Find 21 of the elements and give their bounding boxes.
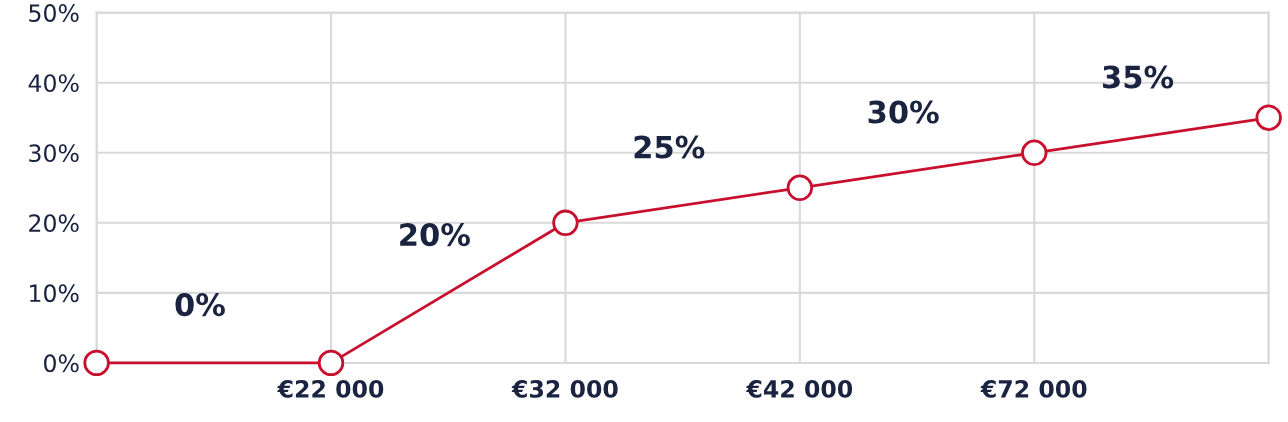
y-tick-label: 0% [44,354,79,373]
annotation: 0% [175,293,225,317]
x-tick-label: €42 000 [746,380,853,398]
y-tick-label: 40% [28,74,79,93]
x-tick-label: €32 000 [511,380,618,398]
y-tick-label: 30% [29,144,79,163]
x-tick-label: €72 000 [980,380,1087,398]
point [83,349,110,377]
annotation: 20% [400,223,470,247]
y-tick-label: 20% [29,214,79,233]
point [552,209,579,237]
annotation: 25% [634,135,705,159]
point [317,349,345,377]
point [786,174,814,201]
point [1255,104,1282,131]
y-tick-label: 10% [30,284,79,303]
x-tick-label: €22 000 [277,380,384,398]
annotation: 30% [868,100,939,124]
annotation: 35% [1103,65,1174,89]
y-tick-label: 50% [29,4,79,22]
point [1021,139,1048,166]
